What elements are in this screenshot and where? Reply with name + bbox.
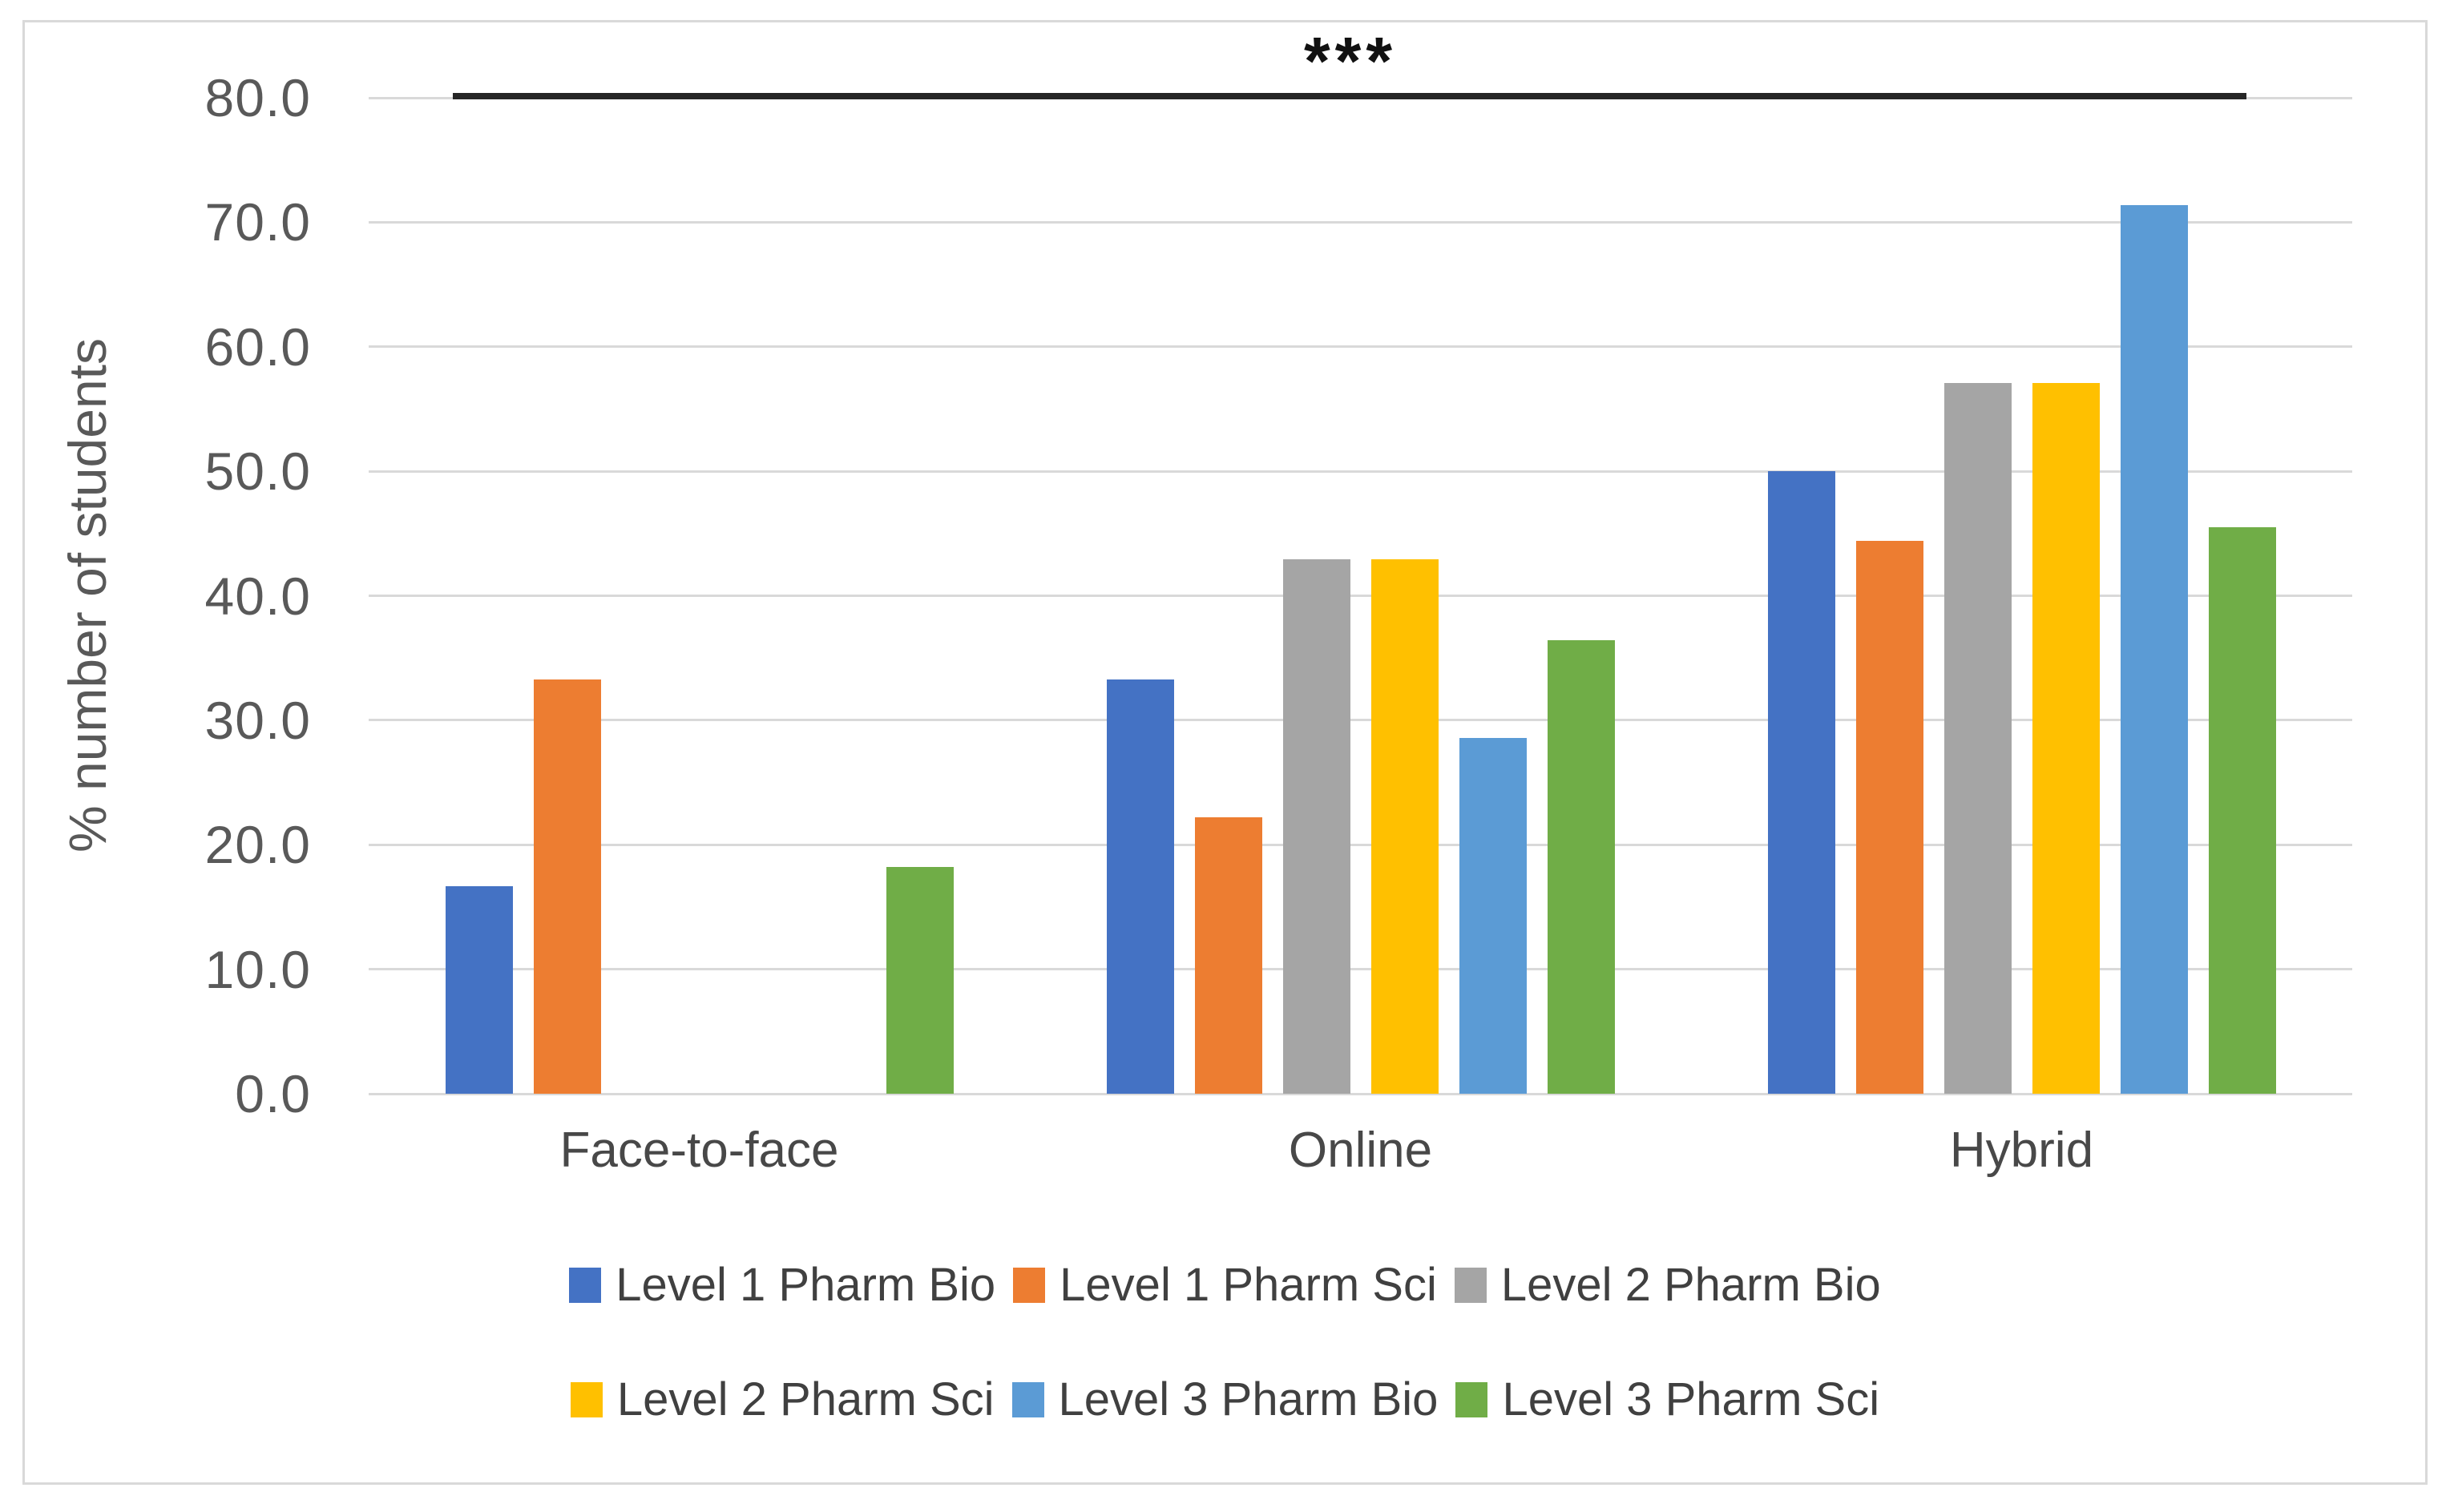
gridline: [369, 719, 2352, 722]
legend-item-level-3-pharm-sci: Level 3 Pharm Sci: [1455, 1373, 1879, 1426]
bar-level-3-pharm-bio: [1459, 737, 1527, 1094]
gridline: [369, 470, 2352, 473]
bar-level-1-pharm-sci: [533, 679, 601, 1094]
bar-level-3-pharm-sci: [886, 867, 954, 1094]
y-axis-tick-label: 80.0: [204, 68, 311, 127]
y-axis-tick-label: 30.0: [204, 690, 311, 750]
chart-figure: % number of students 80.0 70.0 60.0 50.0 40.…: [22, 20, 2428, 1485]
x-axis-labels: Face-to-face Online Hybrid: [369, 1122, 2352, 1179]
bar-level-1-pharm-bio: [1767, 471, 1835, 1094]
gridline: [369, 220, 2352, 224]
y-axis-tick-label: 20.0: [204, 815, 311, 875]
legend-item-level-3-pharm-bio: Level 3 Pharm Bio: [1011, 1373, 1439, 1426]
legend-item-level-2-pharm-bio: Level 2 Pharm Bio: [1454, 1258, 1881, 1312]
bar-level-3-pharm-sci: [2208, 527, 2276, 1094]
plot-area: [369, 96, 2352, 1095]
legend-swatch-icon: [1455, 1381, 1488, 1417]
legend-row: Level 1 Pharm Bio Level 1 Pharm Sci Level …: [569, 1258, 1881, 1312]
bar-level-2-pharm-bio: [1943, 382, 2012, 1094]
category-label: Online: [1288, 1123, 1433, 1178]
bar-level-3-pharm-bio: [2120, 204, 2188, 1094]
category-label: Face-to-face: [559, 1123, 839, 1178]
bar-group-face-to-face: [369, 98, 1030, 1094]
bar-level-1-pharm-sci: [1855, 541, 1923, 1094]
legend-swatch-icon: [569, 1267, 602, 1303]
legend-swatch-icon: [570, 1381, 603, 1417]
legend-swatch-icon: [1011, 1381, 1044, 1417]
legend: Level 1 Pharm Bio Level 1 Pharm Sci Level …: [25, 1258, 2425, 1426]
bar-level-1-pharm-sci: [1194, 817, 1262, 1094]
gridline: [369, 345, 2352, 349]
bar-level-3-pharm-sci: [1547, 640, 1615, 1094]
legend-swatch-icon: [1013, 1267, 1046, 1303]
legend-item-level-1-pharm-bio: Level 1 Pharm Bio: [569, 1258, 995, 1312]
y-axis-tick-label: 0.0: [235, 1064, 311, 1123]
bar-level-2-pharm-bio: [1282, 559, 1350, 1094]
gridline: [369, 595, 2352, 597]
legend-label: Level 2 Pharm Bio: [1500, 1259, 1881, 1311]
y-axis-tick-label: 10.0: [204, 939, 311, 999]
category-label: Hybrid: [1949, 1123, 2094, 1178]
legend-label: Level 3 Pharm Sci: [1502, 1373, 1880, 1425]
bar-group-hybrid: [1691, 98, 2352, 1094]
bar-level-1-pharm-bio: [445, 885, 513, 1094]
legend-label: Level 3 Pharm Bio: [1058, 1373, 1439, 1425]
legend-label: Level 1 Pharm Sci: [1060, 1259, 1437, 1311]
gridline: [369, 1092, 2352, 1095]
legend-item-level-1-pharm-sci: Level 1 Pharm Sci: [1013, 1258, 1437, 1312]
legend-swatch-icon: [1454, 1267, 1487, 1303]
legend-item-level-2-pharm-sci: Level 2 Pharm Sci: [570, 1373, 995, 1426]
gridline: [369, 843, 2352, 846]
bar-level-2-pharm-sci: [1370, 559, 1439, 1094]
legend-label: Level 1 Pharm Bio: [616, 1259, 996, 1311]
y-axis-tick-label: 40.0: [204, 566, 311, 626]
y-axis-tick-label: 70.0: [204, 192, 311, 252]
legend-row: Level 2 Pharm Sci Level 3 Pharm Bio Level …: [570, 1373, 1879, 1426]
significance-stars: ***: [1303, 23, 1398, 99]
y-axis-tick-label: 50.0: [204, 442, 311, 502]
bar-level-1-pharm-bio: [1106, 679, 1174, 1094]
bar-group-online: [1030, 98, 1691, 1094]
significance-line: [453, 93, 2246, 99]
gridline: [369, 968, 2352, 971]
bar-groups: [369, 98, 2352, 1094]
y-axis-tick-label: 60.0: [204, 317, 311, 377]
legend-label: Level 2 Pharm Sci: [616, 1373, 995, 1425]
bar-level-2-pharm-sci: [2032, 382, 2100, 1094]
